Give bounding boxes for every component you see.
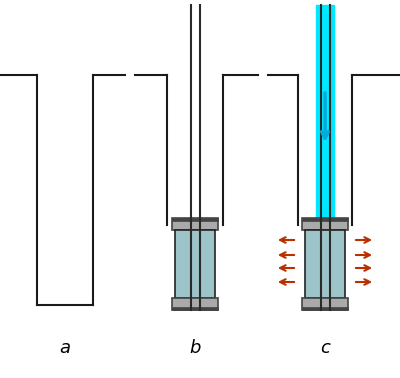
Bar (172, 307, 218, 310)
Text: a: a (60, 339, 70, 357)
Text: b: b (189, 339, 201, 357)
Bar (302, 298, 348, 310)
Bar (302, 307, 348, 310)
Bar (172, 218, 218, 221)
Bar (305, 230, 345, 298)
Bar (172, 218, 218, 230)
Bar (302, 218, 348, 230)
Bar (175, 230, 215, 298)
Bar (302, 218, 348, 221)
Bar (172, 298, 218, 310)
Text: c: c (320, 339, 330, 357)
